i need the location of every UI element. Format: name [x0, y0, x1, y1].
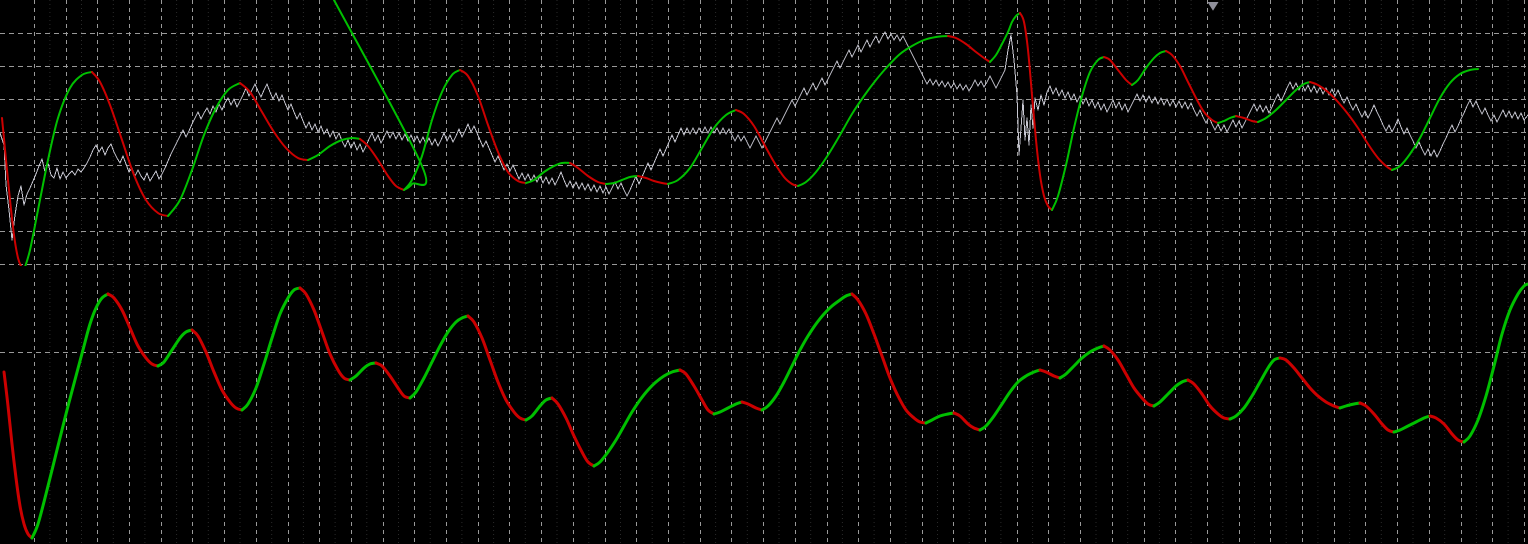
- series-segment-smoothed-indicator-up: [1217, 115, 1237, 124]
- series-segment-oscillator-up: [760, 292, 854, 412]
- series-segment-smoothed-indicator-down: [359, 138, 405, 191]
- sell-arrow-icon[interactable]: [1207, 2, 1219, 11]
- price-panel-series: [0, 0, 1528, 266]
- series-segment-oscillator-down: [190, 328, 244, 412]
- series-line-price: [0, 31, 1528, 241]
- series-segment-oscillator-down: [850, 292, 928, 425]
- series-segment-smoothed-indicator-up: [333, 0, 428, 191]
- series-segment-oscillator-up: [1338, 401, 1362, 410]
- series-segment-smoothed-indicator-up: [24, 71, 93, 266]
- series-segment-smoothed-indicator-up: [1391, 68, 1479, 171]
- series-segment-oscillator-down: [466, 314, 528, 422]
- series-segment-oscillator-up: [156, 328, 194, 368]
- series-segment-oscillator-down: [740, 400, 764, 412]
- series-segment-oscillator-up: [1058, 344, 1106, 380]
- series-segment-oscillator-down: [2, 370, 34, 540]
- series-segment-smoothed-indicator-down: [91, 71, 169, 217]
- series-segment-smoothed-indicator-up: [667, 109, 737, 185]
- series-segment-oscillator-up: [712, 400, 744, 416]
- series-segment-smoothed-indicator-down: [1235, 115, 1259, 123]
- series-segment-oscillator-up: [348, 361, 378, 382]
- series-segment-smoothed-indicator-down: [1103, 56, 1133, 86]
- series-segment-smoothed-indicator-up: [605, 175, 639, 185]
- series-segment-oscillator-up: [1228, 356, 1282, 421]
- series-segment-oscillator-down: [952, 411, 982, 432]
- oscillator-panel[interactable]: [0, 266, 1528, 544]
- series-segment-smoothed-indicator-down: [239, 82, 309, 161]
- series-segment-oscillator-down: [298, 286, 352, 382]
- series-segment-oscillator-up: [1152, 378, 1190, 408]
- series-segment-smoothed-indicator-up: [1051, 56, 1105, 211]
- series-segment-smoothed-indicator-down: [947, 35, 991, 63]
- series-segment-oscillator-down: [1278, 356, 1342, 410]
- series-segment-oscillator-down: [678, 368, 716, 416]
- series-segment-oscillator-down: [550, 396, 596, 468]
- series-segment-oscillator-down: [1358, 401, 1396, 434]
- series-segment-smoothed-indicator-up: [1131, 50, 1167, 86]
- series-segment-oscillator-down: [1038, 368, 1062, 380]
- series-segment-oscillator-up: [524, 396, 554, 422]
- series-segment-oscillator-down: [1186, 378, 1232, 421]
- series-segment-smoothed-indicator-up: [797, 35, 949, 187]
- series-segment-oscillator-up: [30, 292, 110, 540]
- series-segment-oscillator-up: [924, 411, 956, 425]
- series-segment-oscillator-down: [374, 361, 412, 400]
- price-panel-grid: [0, 0, 1528, 266]
- series-segment-smoothed-indicator-up: [989, 12, 1021, 63]
- series-segment-smoothed-indicator-down: [1165, 50, 1219, 124]
- series-segment-oscillator-down: [106, 292, 160, 368]
- series-segment-smoothed-indicator-up: [307, 136, 361, 161]
- series-segment-oscillator-up: [408, 314, 470, 400]
- series-segment-oscillator-up: [978, 368, 1042, 432]
- series-segment-smoothed-indicator-down: [1019, 12, 1053, 211]
- series-segment-oscillator-down: [1102, 344, 1156, 408]
- series-segment-smoothed-indicator-up: [403, 69, 461, 191]
- series-segment-smoothed-indicator-down: [637, 175, 669, 185]
- series-segment-smoothed-indicator-down: [735, 109, 799, 187]
- series-segment-smoothed-indicator-up: [1257, 81, 1311, 123]
- series-segment-smoothed-indicator-down: [459, 69, 527, 184]
- series-segment-smoothed-indicator-down: [1, 117, 23, 266]
- series-segment-oscillator-up: [1392, 414, 1432, 434]
- series-segment-smoothed-indicator-down: [1309, 81, 1393, 171]
- series-segment-smoothed-indicator-down: [569, 162, 607, 185]
- series-segment-oscillator-up: [1462, 282, 1528, 444]
- series-segment-smoothed-indicator-up: [167, 82, 241, 217]
- series-segment-smoothed-indicator-up: [525, 161, 571, 184]
- series-segment-oscillator-down: [1428, 414, 1466, 444]
- series-segment-oscillator-up: [592, 368, 682, 468]
- series-segment-oscillator-up: [240, 286, 302, 412]
- oscillator-panel-series: [2, 282, 1528, 540]
- price-panel[interactable]: [0, 0, 1528, 266]
